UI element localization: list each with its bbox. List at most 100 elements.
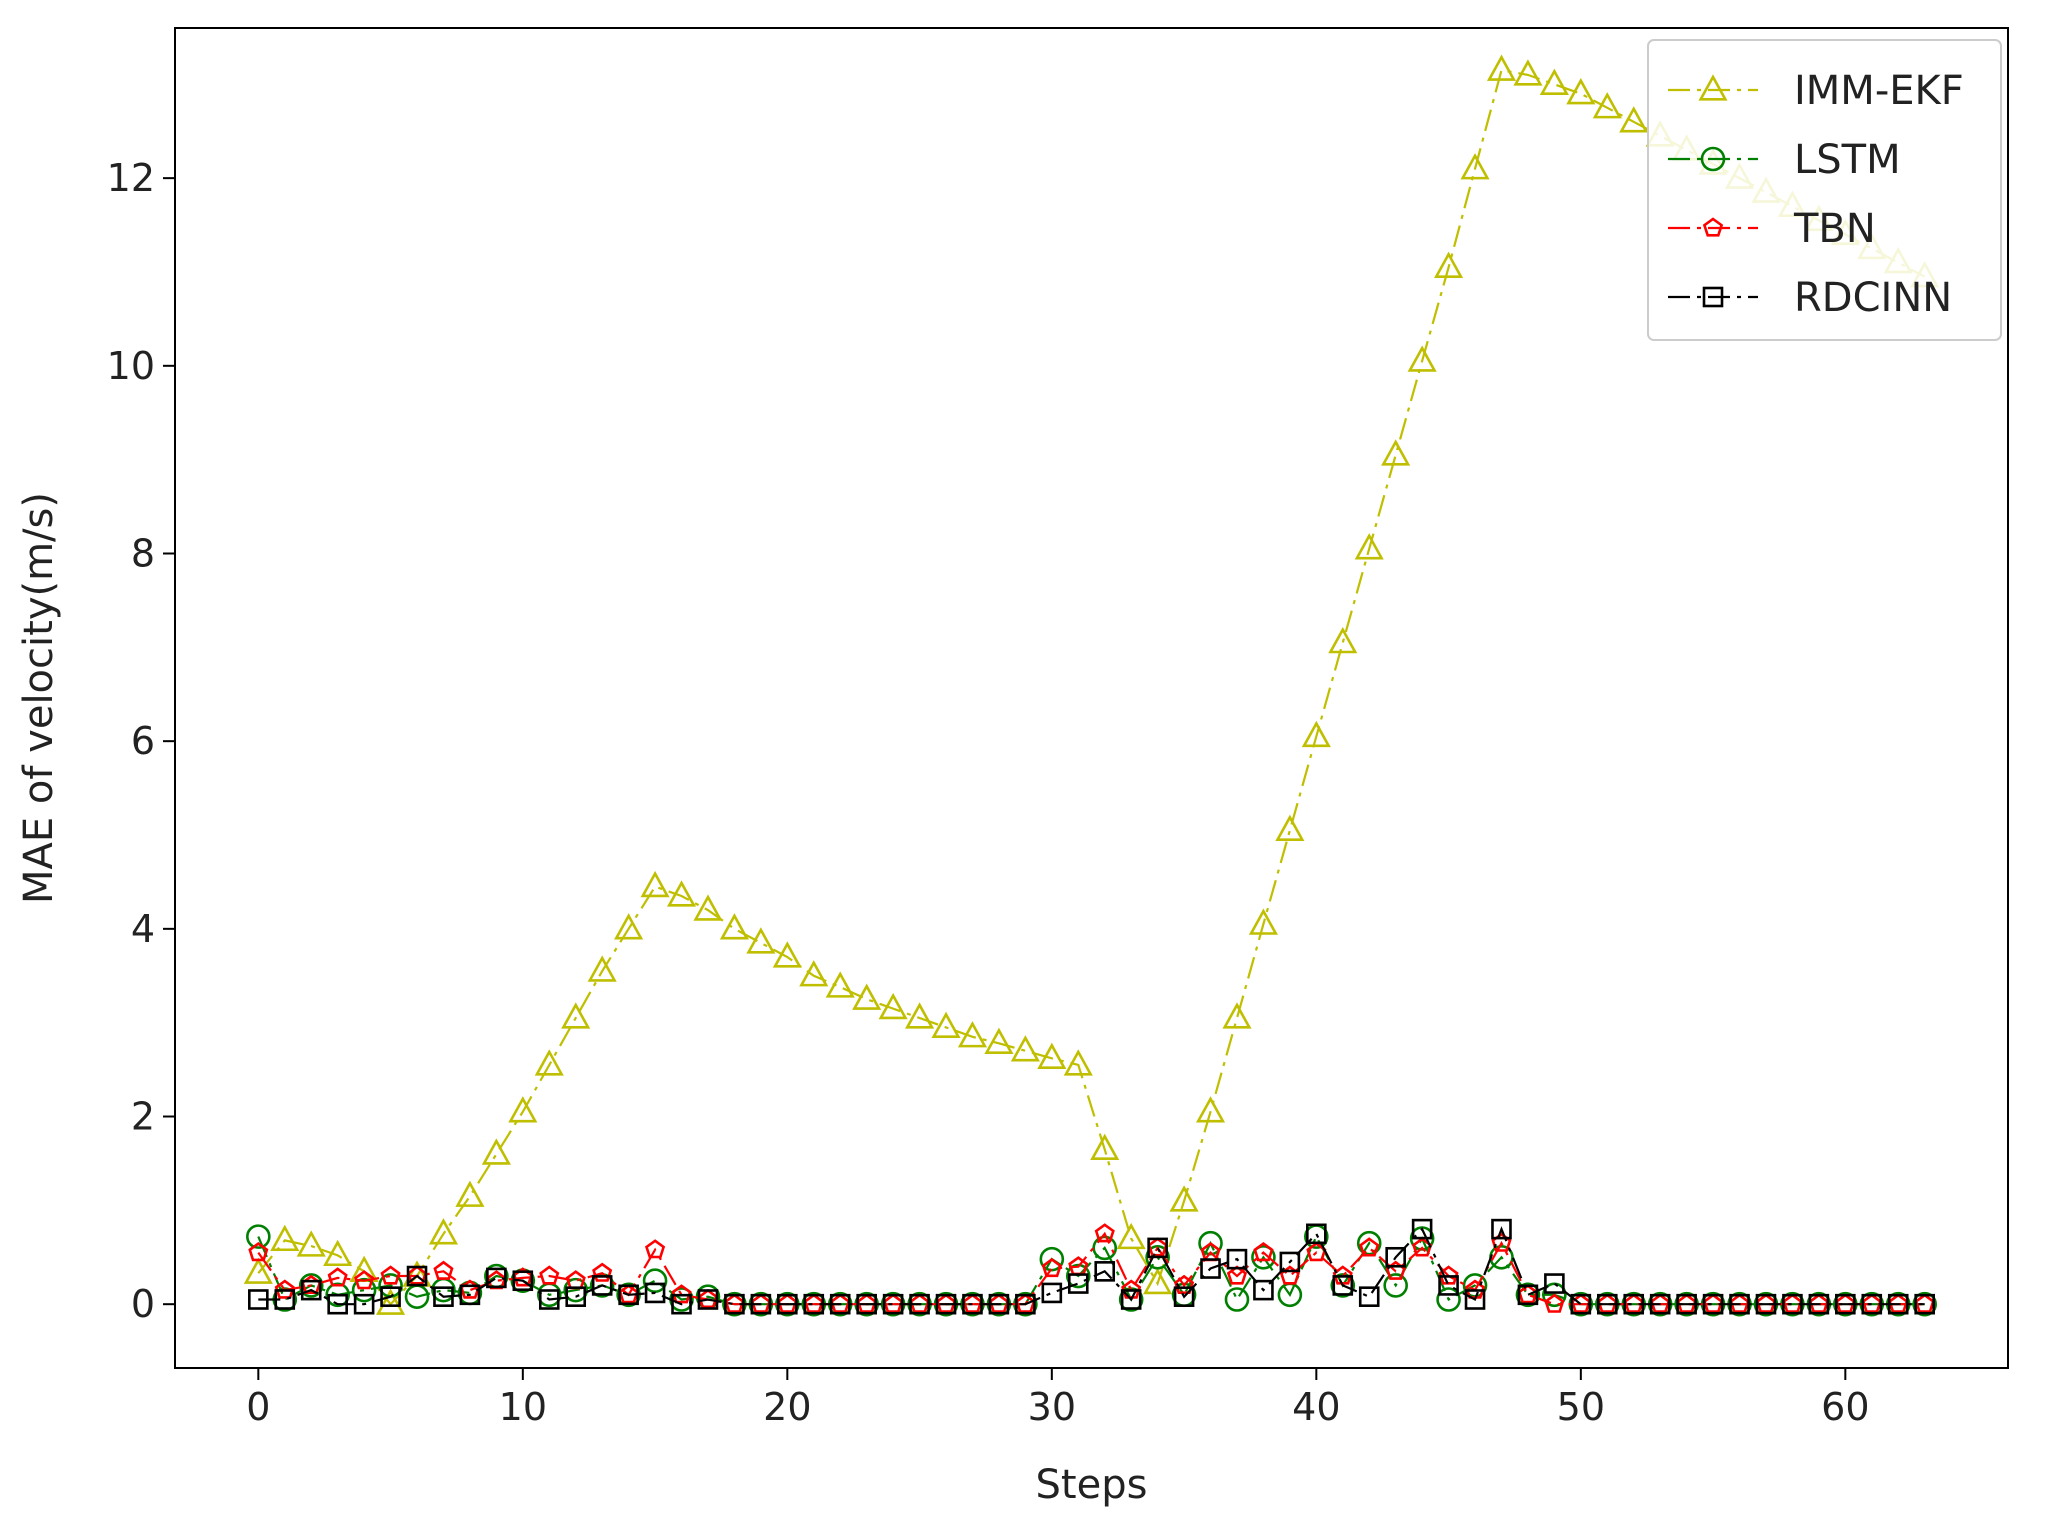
data-point-tbn bbox=[1623, 1293, 1644, 1313]
data-point-lstm bbox=[1515, 1282, 1541, 1308]
data-point-tbn bbox=[724, 1293, 745, 1313]
data-point-imm-ekf bbox=[270, 1224, 300, 1252]
data-point-rdcinn bbox=[1755, 1293, 1777, 1315]
data-point-rdcinn bbox=[803, 1293, 825, 1315]
data-point-imm-ekf bbox=[1248, 908, 1278, 935]
data-point-tbn bbox=[1147, 1237, 1168, 1257]
data-point-imm-ekf bbox=[508, 1096, 538, 1123]
data-point-tbn bbox=[512, 1267, 533, 1287]
y-tick-label: 0 bbox=[131, 1282, 155, 1326]
data-point-rdcinn bbox=[909, 1293, 930, 1315]
data-point-tbn bbox=[618, 1284, 639, 1304]
x-axis-title: Steps bbox=[1036, 1462, 1148, 1508]
data-point-rdcinn bbox=[1041, 1282, 1063, 1304]
data-point-rdcinn bbox=[300, 1279, 322, 1301]
data-point-lstm bbox=[1436, 1287, 1461, 1312]
data-point-lstm bbox=[298, 1273, 324, 1298]
data-point-rdcinn bbox=[486, 1267, 507, 1289]
data-point-tbn bbox=[1755, 1293, 1777, 1313]
data-point-rdcinn bbox=[618, 1284, 639, 1306]
legend-item-lstm: LSTM bbox=[1668, 137, 1901, 183]
data-point-tbn bbox=[1359, 1237, 1380, 1257]
data-point-rdcinn bbox=[353, 1293, 375, 1315]
data-point-rdcinn bbox=[1067, 1273, 1089, 1294]
data-point-lstm bbox=[1912, 1291, 1937, 1317]
data-point-tbn bbox=[1041, 1257, 1062, 1278]
legend-label: IMM-EKF bbox=[1794, 68, 1964, 114]
data-point-tbn bbox=[1570, 1293, 1591, 1313]
y-axis: 0 2 4 6 8 10 12 bbox=[107, 156, 175, 1326]
y-tick-label: 10 bbox=[107, 344, 155, 388]
legend-label: TBN bbox=[1793, 206, 1876, 252]
data-point-rdcinn bbox=[1914, 1293, 1935, 1315]
data-point-rdcinn bbox=[1200, 1258, 1221, 1279]
y-tick-label: 12 bbox=[107, 156, 155, 200]
data-point-imm-ekf bbox=[1328, 626, 1358, 654]
legend-item-rdcinn: RDCINN bbox=[1668, 275, 1952, 321]
data-point-tbn bbox=[539, 1265, 560, 1285]
data-point-rdcinn bbox=[829, 1293, 851, 1315]
data-point-rdcinn bbox=[1623, 1293, 1645, 1315]
data-point-tbn bbox=[988, 1293, 1010, 1313]
data-point-rdcinn bbox=[380, 1286, 401, 1307]
data-point-rdcinn bbox=[1702, 1293, 1724, 1315]
data-point-rdcinn bbox=[724, 1293, 745, 1315]
x-tick-label: 10 bbox=[499, 1385, 547, 1429]
data-point-imm-ekf bbox=[1354, 533, 1384, 560]
y-tick-label: 2 bbox=[131, 1095, 155, 1139]
data-point-rdcinn bbox=[1120, 1289, 1142, 1310]
data-point-imm-ekf bbox=[1407, 345, 1437, 372]
data-point-imm-ekf bbox=[587, 955, 617, 982]
data-point-tbn bbox=[803, 1293, 824, 1313]
data-point-imm-ekf bbox=[1513, 59, 1543, 86]
data-point-rdcinn bbox=[459, 1284, 481, 1306]
data-point-tbn bbox=[697, 1288, 719, 1309]
data-point-imm-ekf bbox=[1539, 68, 1569, 95]
data-point-imm-ekf bbox=[1275, 814, 1305, 841]
data-point-imm-ekf bbox=[296, 1230, 326, 1257]
y-tick-label: 8 bbox=[131, 531, 155, 575]
data-point-tbn bbox=[1729, 1293, 1750, 1313]
data-point-imm-ekf bbox=[428, 1218, 459, 1245]
data-point-imm-ekf bbox=[1063, 1049, 1093, 1076]
data-point-tbn bbox=[962, 1293, 983, 1313]
data-point-rdcinn bbox=[248, 1289, 269, 1310]
data-point-rdcinn bbox=[1887, 1293, 1909, 1315]
data-point-imm-ekf bbox=[1222, 1002, 1252, 1029]
data-point-rdcinn bbox=[1676, 1293, 1697, 1315]
data-point-lstm bbox=[1092, 1235, 1118, 1261]
data-point-imm-ekf bbox=[1143, 1267, 1173, 1295]
data-point-lstm bbox=[1224, 1287, 1250, 1312]
data-point-tbn bbox=[1226, 1265, 1248, 1285]
legend-marker bbox=[1702, 286, 1724, 308]
x-tick-label: 60 bbox=[1821, 1385, 1869, 1429]
data-point-lstm bbox=[1383, 1273, 1408, 1298]
data-point-rdcinn bbox=[1332, 1275, 1354, 1296]
data-point-imm-ekf bbox=[878, 992, 908, 1020]
data-point-imm-ekf bbox=[984, 1027, 1014, 1054]
data-point-rdcinn bbox=[1782, 1293, 1803, 1315]
data-point-tbn bbox=[883, 1293, 904, 1313]
legend-label: LSTM bbox=[1794, 137, 1901, 183]
data-point-imm-ekf bbox=[1010, 1035, 1040, 1062]
series-line-tbn bbox=[257, 1231, 1925, 1306]
legend: IMM-EKF LSTM TBN RDCINN bbox=[1647, 39, 2002, 341]
data-point-lstm bbox=[351, 1277, 377, 1303]
data-point-imm-ekf bbox=[534, 1049, 564, 1076]
data-point-tbn bbox=[1888, 1293, 1909, 1313]
data-point-tbn bbox=[644, 1239, 666, 1259]
legend-item-imm-ekf: IMM-EKF bbox=[1668, 68, 1964, 114]
data-point-tbn bbox=[856, 1293, 877, 1313]
data-point-imm-ekf bbox=[1090, 1133, 1120, 1161]
data-point-tbn bbox=[1544, 1293, 1565, 1313]
data-point-imm-ekf bbox=[666, 880, 697, 907]
data-point-imm-ekf bbox=[561, 1002, 591, 1029]
data-point-tbn bbox=[592, 1262, 613, 1282]
data-point-rdcinn bbox=[1517, 1284, 1539, 1306]
data-point-tbn bbox=[777, 1293, 798, 1313]
data-point-imm-ekf bbox=[1434, 251, 1464, 278]
data-point-rdcinn bbox=[777, 1293, 798, 1315]
data-point-tbn bbox=[380, 1265, 401, 1285]
data-point-tbn bbox=[1702, 1293, 1724, 1313]
data-point-lstm bbox=[246, 1224, 271, 1249]
